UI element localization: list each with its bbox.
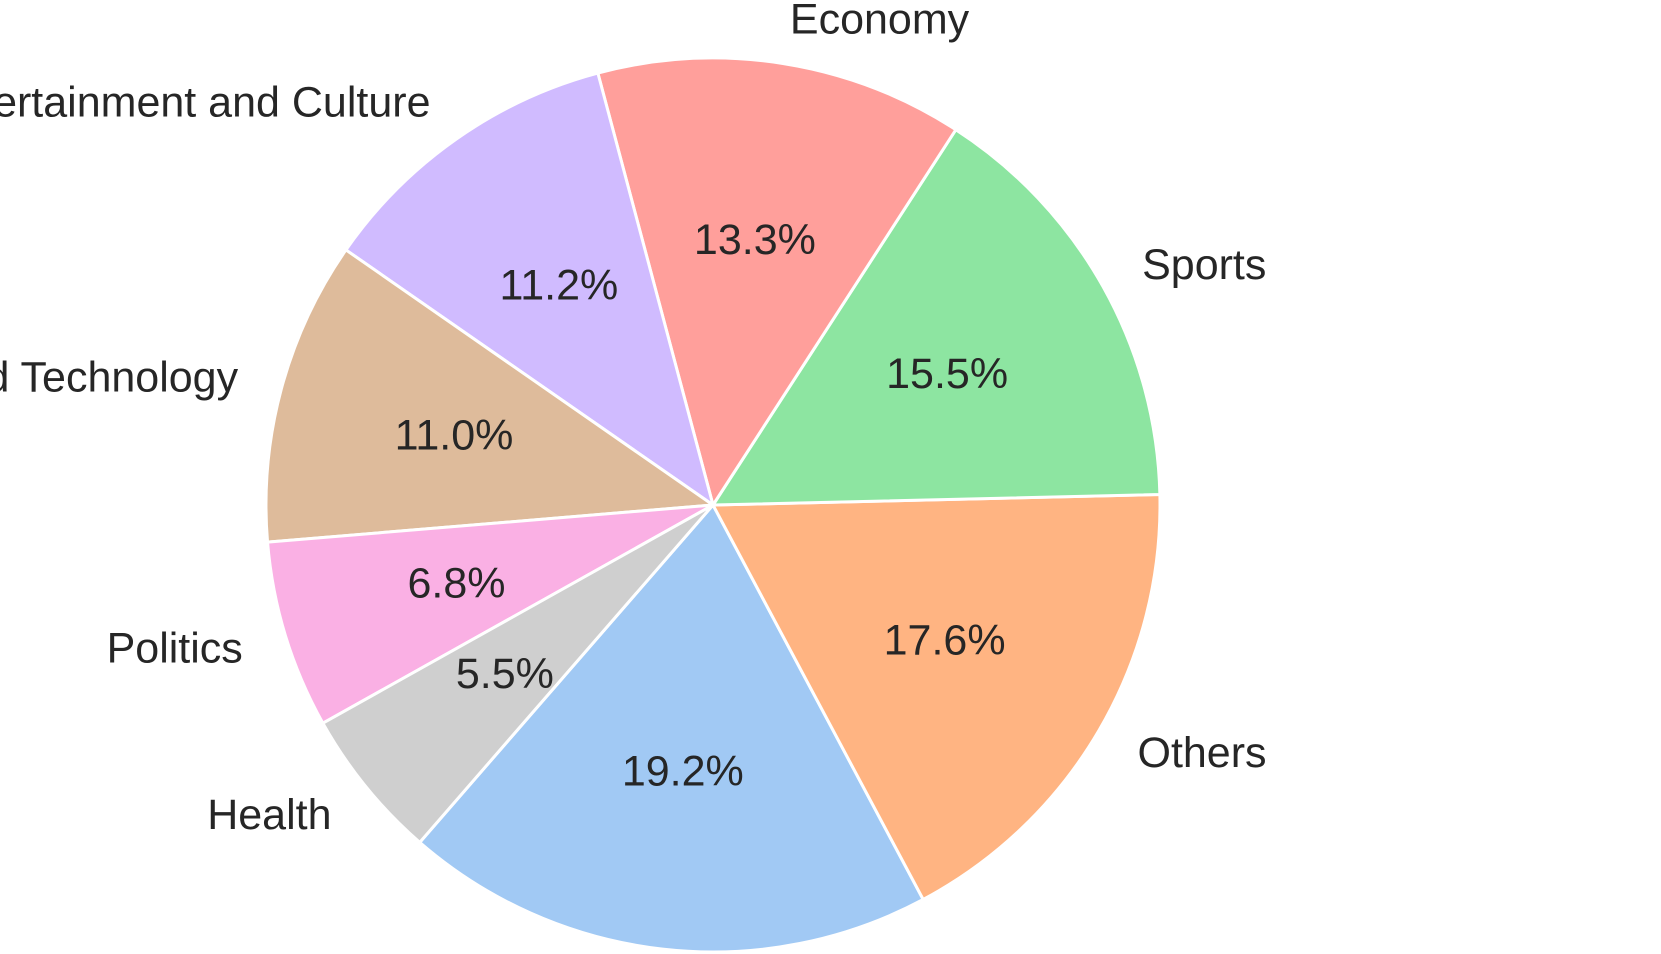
category-label-science-and-technology: Science and Technology <box>0 354 239 402</box>
pct-label-health: 5.5% <box>456 650 554 698</box>
category-label-economy: Economy <box>790 0 970 43</box>
pie-slice-sports <box>711 128 1162 507</box>
category-label-health: Health <box>207 791 331 839</box>
pct-label-entertainment-and-culture: 11.2% <box>500 262 619 310</box>
pct-label-politics: 6.8% <box>407 559 505 607</box>
pct-label-science-and-technology: 11.0% <box>395 412 514 460</box>
pct-label-others: 17.6% <box>884 616 1006 664</box>
pct-label-economy: 13.3% <box>694 216 816 264</box>
category-label-others: Others <box>1138 729 1267 777</box>
category-labels-layer: CelebritiesOthersSportsEconomyEntertainm… <box>0 0 1267 839</box>
pie-slice-health <box>321 503 715 844</box>
pie-slice-politics <box>266 503 715 725</box>
pie-slice-economy <box>596 56 958 507</box>
pie-slice-celebrities <box>418 503 925 954</box>
percentage-labels-layer: 19.2% 17.6% 15.5% 13.3% 11.2% 11.0% 6.8% 5.5% <box>395 216 1008 795</box>
pct-label-celebrities: 19.2% <box>622 748 744 796</box>
pie-slice-others <box>711 492 1162 901</box>
category-label-politics: Politics <box>107 625 243 673</box>
pie-slice-science-and-technology <box>264 248 715 544</box>
pie-slice-entertainment-and-culture <box>344 71 715 507</box>
pct-label-sports: 15.5% <box>886 350 1008 398</box>
category-label-sports: Sports <box>1142 241 1266 289</box>
category-label-entertainment-and-culture: Entertainment and Culture <box>0 79 431 127</box>
slices-layer <box>264 56 1162 954</box>
